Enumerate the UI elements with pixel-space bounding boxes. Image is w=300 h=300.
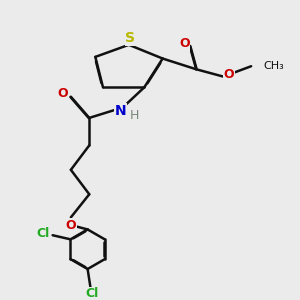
Text: O: O (223, 68, 234, 81)
Text: O: O (58, 88, 68, 100)
Text: Cl: Cl (85, 287, 98, 300)
Text: S: S (125, 31, 135, 45)
Text: CH₃: CH₃ (263, 61, 284, 71)
Text: O: O (179, 37, 190, 50)
Text: N: N (115, 104, 126, 118)
Text: O: O (66, 219, 76, 232)
Text: H: H (130, 109, 139, 122)
Text: Cl: Cl (36, 227, 50, 240)
